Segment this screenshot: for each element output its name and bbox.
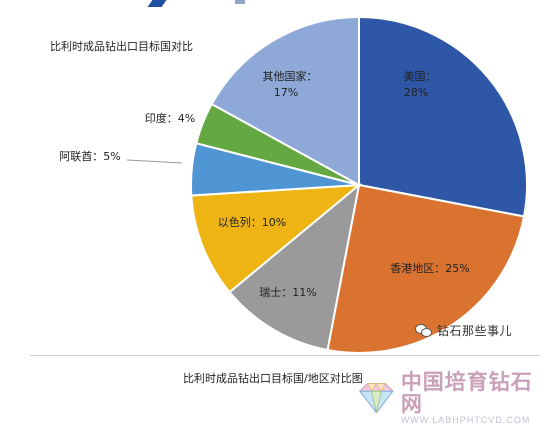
slice-label: 其他国家： 17% xyxy=(263,69,318,99)
slice-label: 瑞士：11% xyxy=(259,285,316,299)
pie-slices xyxy=(190,15,528,354)
slice-label: 印度：4% xyxy=(145,111,195,125)
chart-title: 比利时成品钻出口目标国对比 xyxy=(50,40,193,53)
slice-label: 阿联酋：5% xyxy=(59,149,120,163)
pie-chart: 美国： 28% 香港地区：25% 瑞士：11% 以色列：10% 阿联酋：5% 印度：4% 其他… xyxy=(59,15,528,354)
brand-url: WWW.LABHPHTCVD.COM xyxy=(400,415,531,425)
pie-slice xyxy=(358,15,528,218)
top-accent-bar-secondary xyxy=(235,0,245,4)
pie-labels: 美国： 28% 香港地区：25% 瑞士：11% 以色列：10% 阿联酋：5% 印度：4% 其他… xyxy=(59,69,469,299)
wechat-watermark: 钻石那些事儿 xyxy=(415,322,512,339)
wechat-icon xyxy=(415,323,433,338)
slice-label: 美国： 28% xyxy=(404,70,437,99)
pie-callouts xyxy=(126,159,183,164)
brand-name: 中国培育钻石网 xyxy=(400,369,533,416)
pie-slice xyxy=(326,183,526,354)
caption-divider xyxy=(30,355,540,356)
pie-slice xyxy=(210,15,360,187)
slice-label: 香港地区：25% xyxy=(390,262,469,275)
brand-watermark: 中国培育钻石网 WWW.LABHPHTCVD.COM xyxy=(358,371,550,425)
figure-caption: 比利时成品钻出口目标国/地区对比图 xyxy=(183,372,363,385)
callout-line xyxy=(126,159,183,164)
wechat-account-name: 钻石那些事儿 xyxy=(437,324,513,338)
pie-slice xyxy=(190,183,363,294)
pie-slice xyxy=(228,182,361,352)
diamond-logo-icon xyxy=(358,382,394,414)
slice-label: 以色列：10% xyxy=(218,215,286,229)
